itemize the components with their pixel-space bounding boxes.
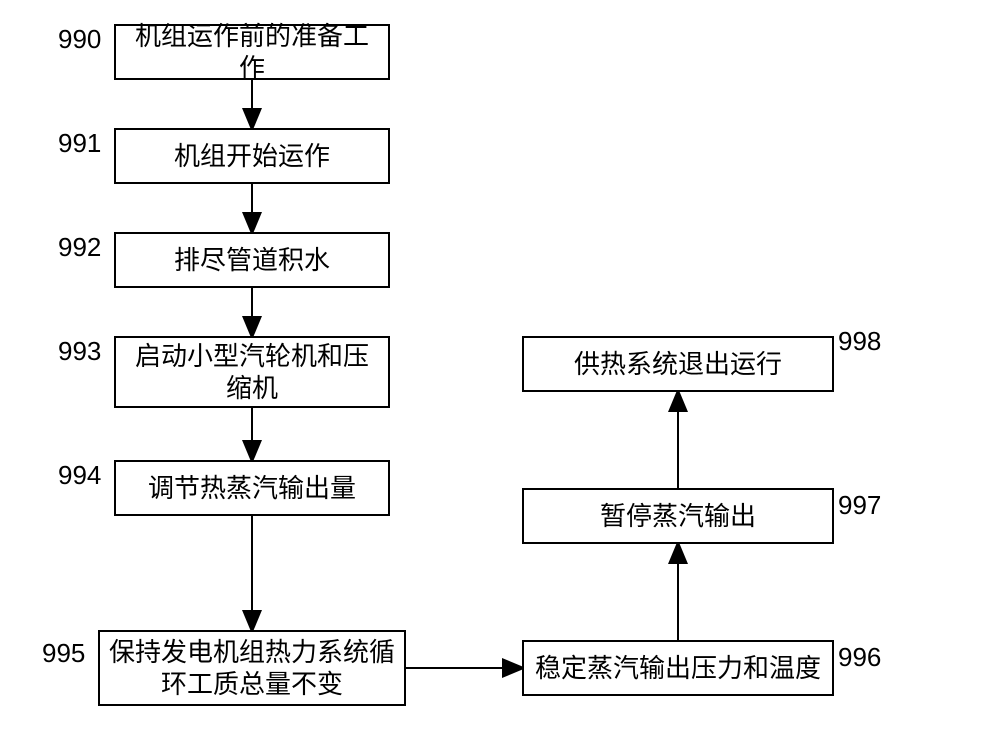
flow-node-n994: 调节热蒸汽输出量 bbox=[114, 460, 390, 516]
flow-node-label-n993: 993 bbox=[58, 336, 101, 367]
flow-node-n990: 机组运作前的准备工作 bbox=[114, 24, 390, 80]
flow-node-n995: 保持发电机组热力系统循环工质总量不变 bbox=[98, 630, 406, 706]
flow-node-label-n994: 994 bbox=[58, 460, 101, 491]
flow-node-text: 保持发电机组热力系统循环工质总量不变 bbox=[108, 636, 396, 701]
flow-node-label-n991: 991 bbox=[58, 128, 101, 159]
flow-node-text: 启动小型汽轮机和压缩机 bbox=[124, 340, 380, 405]
flow-node-text: 排尽管道积水 bbox=[174, 244, 330, 277]
flow-node-label-n996: 996 bbox=[838, 642, 881, 673]
flow-node-label-n990: 990 bbox=[58, 24, 101, 55]
flow-node-n998: 供热系统退出运行 bbox=[522, 336, 834, 392]
flow-node-n992: 排尽管道积水 bbox=[114, 232, 390, 288]
flow-node-text: 机组运作前的准备工作 bbox=[124, 20, 380, 85]
flow-node-n997: 暂停蒸汽输出 bbox=[522, 488, 834, 544]
flow-node-n991: 机组开始运作 bbox=[114, 128, 390, 184]
flow-node-label-n995: 995 bbox=[42, 638, 85, 669]
flow-node-label-n997: 997 bbox=[838, 490, 881, 521]
flow-node-n996: 稳定蒸汽输出压力和温度 bbox=[522, 640, 834, 696]
flow-node-text: 机组开始运作 bbox=[174, 140, 330, 173]
flow-node-label-n992: 992 bbox=[58, 232, 101, 263]
flow-node-text: 稳定蒸汽输出压力和温度 bbox=[535, 652, 821, 685]
flow-node-text: 供热系统退出运行 bbox=[574, 348, 782, 381]
flow-node-text: 暂停蒸汽输出 bbox=[600, 500, 756, 533]
flow-node-text: 调节热蒸汽输出量 bbox=[148, 472, 356, 505]
flow-node-n993: 启动小型汽轮机和压缩机 bbox=[114, 336, 390, 408]
flow-node-label-n998: 998 bbox=[838, 326, 881, 357]
